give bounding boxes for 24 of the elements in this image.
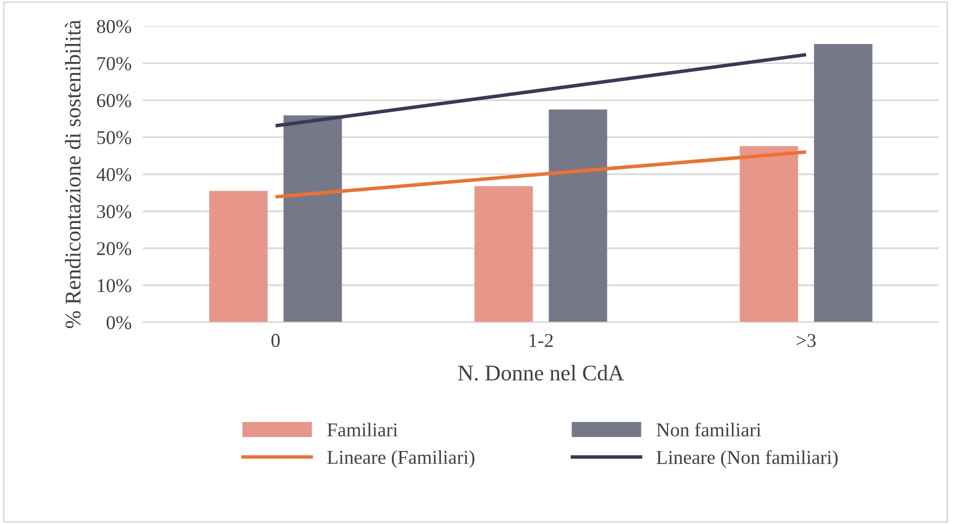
- legend-label: Familiari: [327, 422, 398, 436]
- bar: [548, 109, 608, 322]
- legend-label: Lineare (Familiari): [327, 450, 474, 468]
- y-tick-label: 30%: [97, 205, 132, 218]
- bar: [740, 146, 798, 322]
- y-tick-label: 50%: [97, 131, 132, 144]
- y-tick-label: 40%: [96, 168, 132, 182]
- y-axis-title: % Rendicontazione di sostenibilità: [64, 20, 81, 328]
- y-tick-label: 70%: [97, 57, 132, 70]
- y-tick-label: 0%: [106, 316, 132, 330]
- x-axis-title: N. Donne nel CdA: [458, 364, 624, 381]
- legend-label: Non familiari: [656, 422, 761, 436]
- legend-label: Lineare (Non familiari): [656, 450, 838, 468]
- bar: [209, 190, 268, 322]
- bar: [474, 186, 533, 322]
- bar: [814, 44, 872, 322]
- y-tick-label: 60%: [97, 94, 132, 108]
- y-tick-label: 80%: [96, 20, 132, 34]
- x-tick-label: 0: [271, 334, 280, 348]
- y-tick-label: 20%: [97, 242, 132, 256]
- bar: [284, 115, 342, 322]
- x-tick-label: >3: [796, 334, 816, 348]
- x-tick-label: 1-2: [530, 334, 553, 347]
- y-tick-label: 10%: [98, 279, 132, 292]
